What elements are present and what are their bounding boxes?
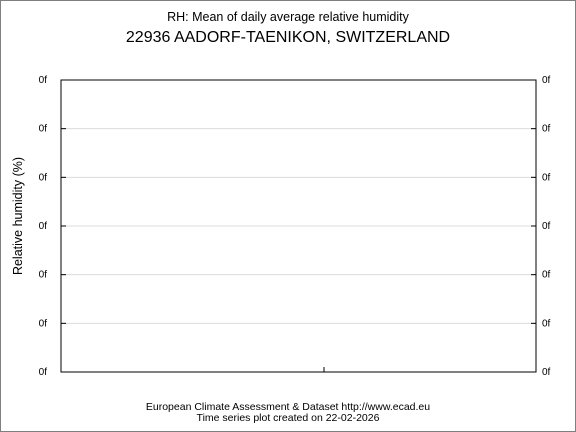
y-tick-label-left: 0f <box>39 172 48 183</box>
y-tick-label-left: 0f <box>39 270 48 281</box>
chart-subtitle: 22936 AADORF-TAENIKON, SWITZERLAND <box>126 29 450 46</box>
y-tick-label-left: 0f <box>39 318 48 329</box>
y-tick-label-left: 0f <box>39 367 48 378</box>
y-tick-label-right: 0f <box>542 367 551 378</box>
y-tick-label-right: 0f <box>542 221 551 232</box>
footer-source: European Climate Assessment & Dataset ht… <box>146 401 430 413</box>
y-tick-label-right: 0f <box>542 75 551 86</box>
y-axis-label: Relative humidity (%) <box>11 157 25 275</box>
y-tick-label-right: 0f <box>542 270 551 281</box>
y-tick-label-left: 0f <box>39 124 48 135</box>
grid-lines <box>61 128 536 324</box>
y-tick-label-right: 0f <box>542 124 551 135</box>
y-tick-label-right: 0f <box>542 172 551 183</box>
y-tick-label-left: 0f <box>39 221 48 232</box>
footer-created: Time series plot created on 22-02-2026 <box>197 412 380 424</box>
y-tick-label-left: 0f <box>39 75 48 86</box>
axis-ticks: 0f 0f 0f 0f 0f 0f 0f 0f 0f 0f 0f 0f 0f 0f <box>39 75 551 378</box>
y-tick-label-right: 0f <box>542 318 551 329</box>
chart-title: RH: Mean of daily average relative humid… <box>167 10 410 24</box>
